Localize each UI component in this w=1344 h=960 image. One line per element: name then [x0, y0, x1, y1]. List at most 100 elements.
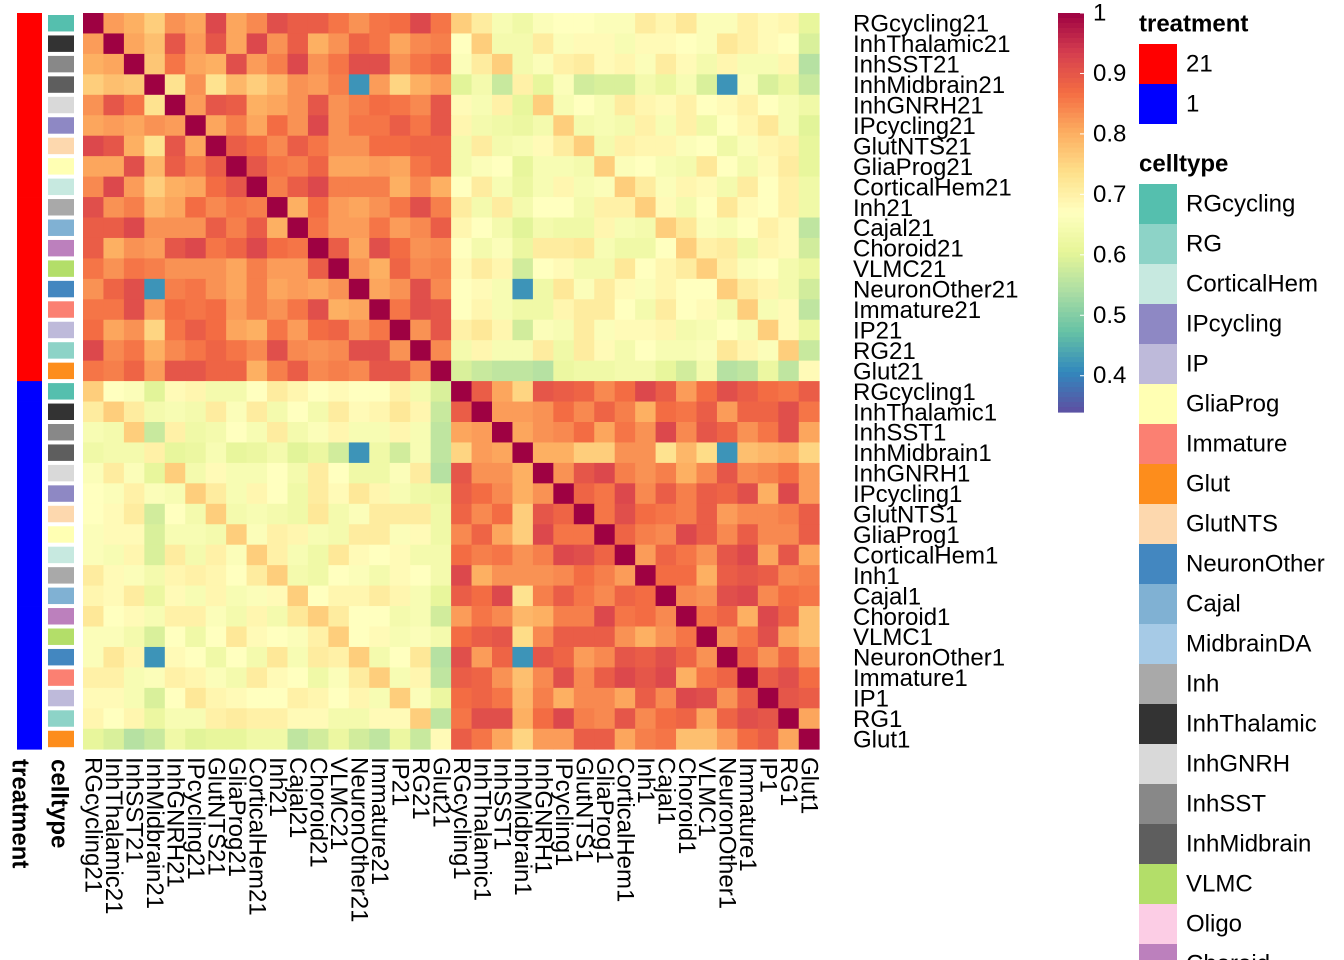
treatment-annotation-cell	[17, 728, 42, 750]
treatment-annotation-cell	[17, 258, 42, 280]
heatmap-cell	[369, 667, 391, 689]
heatmap-cell	[696, 483, 718, 505]
heatmap-cell	[716, 708, 738, 730]
heatmap-cell	[226, 544, 247, 566]
heatmap-cell	[287, 462, 309, 484]
heatmap-cell	[164, 319, 186, 341]
heatmap-cell	[123, 176, 145, 198]
heatmap-cell	[532, 667, 554, 689]
heatmap-cell	[471, 258, 493, 280]
heatmap-cell	[123, 503, 145, 525]
treatment-annotation-cell	[17, 237, 42, 259]
row-label: NeuronOther21	[853, 277, 1018, 304]
heatmap-cell	[716, 33, 738, 55]
heatmap-cell	[778, 299, 800, 321]
heatmap-cell	[205, 74, 227, 96]
column-label: InhThalamic21	[100, 757, 127, 914]
heatmap-cell	[185, 646, 207, 668]
treatment-annotation-cell	[17, 483, 42, 505]
heatmap-cell	[532, 33, 554, 55]
heatmap-cell	[778, 708, 800, 730]
heatmap-cell	[369, 278, 391, 300]
heatmap-cell	[553, 258, 575, 280]
heatmap-cell	[635, 422, 656, 443]
heatmap-cell	[328, 237, 350, 259]
heatmap-cell	[287, 401, 309, 423]
heatmap-cell	[410, 319, 432, 341]
heatmap-cell	[737, 381, 759, 402]
heatmap-cell	[553, 319, 575, 341]
heatmap-cell	[655, 176, 677, 198]
heatmap-cell	[328, 585, 350, 607]
heatmap-cell	[532, 13, 554, 34]
heatmap-cell	[348, 115, 370, 137]
heatmap-cell	[716, 13, 738, 34]
heatmap-cell	[614, 381, 636, 402]
heatmap-cell	[757, 135, 779, 157]
celltype-annotation-cell	[48, 301, 74, 318]
colorbar-segment	[1058, 292, 1084, 298]
heatmap-cell	[716, 360, 738, 382]
colorbar-segment	[1058, 387, 1084, 393]
heatmap-cell	[389, 687, 411, 709]
row-label: IPcycling1	[853, 481, 962, 508]
heatmap-cell	[144, 503, 166, 525]
heatmap-cell	[594, 606, 616, 627]
annotation-legend: treatment211celltypeRGcyclingRGCorticalH…	[1139, 11, 1325, 960]
heatmap-cell	[635, 197, 656, 218]
heatmap-cell	[471, 422, 493, 443]
heatmap-cell	[716, 503, 738, 525]
heatmap-cell	[410, 708, 432, 730]
heatmap-cell	[348, 94, 370, 116]
treatment-annotation-cell	[17, 544, 42, 566]
colorbar-segment	[1058, 32, 1084, 39]
heatmap-cell	[389, 197, 411, 218]
heatmap-cell	[451, 237, 472, 259]
heatmap-cell	[287, 299, 309, 321]
heatmap-cell	[328, 156, 350, 177]
heatmap-cell	[635, 667, 656, 689]
heatmap-cell	[737, 156, 759, 177]
treatment-annotation-cell	[17, 278, 42, 300]
heatmap-cell	[676, 33, 697, 55]
heatmap-cell	[757, 176, 779, 198]
heatmap-cell	[553, 381, 575, 402]
heatmap-cell	[164, 94, 186, 116]
colorbar-segment	[1058, 382, 1084, 388]
heatmap-cell	[205, 237, 227, 259]
heatmap-cell	[798, 381, 820, 402]
heatmap-cell	[267, 13, 288, 34]
heatmap-cell	[348, 524, 370, 546]
column-label: RGcycling21	[80, 757, 107, 893]
heatmap-cell	[267, 197, 288, 218]
heatmap-cell	[430, 94, 452, 116]
heatmap-cell	[103, 422, 125, 443]
heatmap-cell	[410, 667, 432, 689]
celltype-annotation-cell	[48, 648, 74, 666]
heatmap-cell	[492, 728, 513, 750]
column-label: InhSST1	[489, 757, 516, 850]
celltype-legend-swatch	[1139, 824, 1177, 864]
heatmap-cell	[798, 462, 820, 484]
heatmap-cell	[205, 156, 227, 177]
heatmap-cell	[614, 442, 636, 464]
heatmap-cell	[655, 401, 677, 423]
row-label: RG21	[853, 338, 916, 365]
heatmap-cell	[328, 606, 350, 627]
heatmap-cell	[676, 687, 697, 709]
heatmap-cell	[737, 299, 759, 321]
celltype-legend-label: IPcycling	[1186, 311, 1282, 338]
colorbar-segment	[1058, 347, 1084, 353]
heatmap-cell	[798, 33, 820, 55]
heatmap-cell	[144, 442, 166, 464]
heatmap-cell	[696, 53, 718, 75]
heatmap-cell	[532, 197, 554, 218]
heatmap-cell	[737, 687, 759, 709]
heatmap-cell	[226, 13, 247, 34]
treatment-annotation-cell	[17, 13, 42, 34]
heatmap-cell	[635, 278, 656, 300]
heatmap-cell	[410, 176, 432, 198]
heatmap-cell	[594, 176, 616, 198]
heatmap-cell	[676, 278, 697, 300]
heatmap-cell	[307, 585, 329, 607]
